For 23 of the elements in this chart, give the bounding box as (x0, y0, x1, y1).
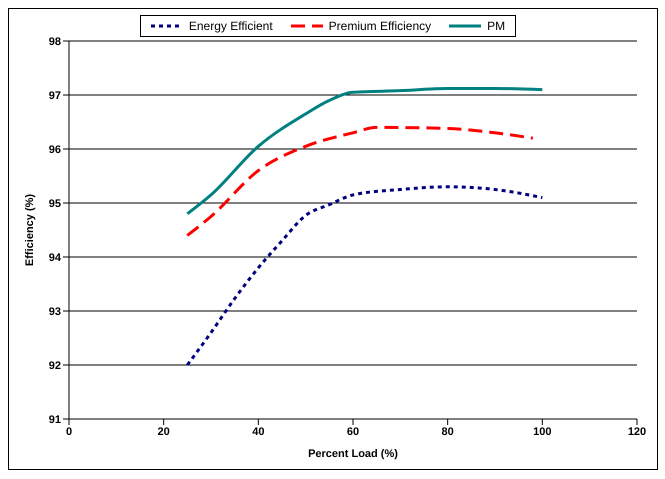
line-series (186, 185, 544, 366)
x-tick-label: 40 (252, 426, 264, 438)
y-tick-label: 97 (48, 90, 61, 102)
x-tick-label: 100 (533, 426, 552, 438)
y-tick-label: 95 (48, 198, 61, 210)
y-tick-label: 96 (48, 144, 61, 156)
y-tick-label: 94 (48, 252, 62, 264)
y-tick-label: 93 (48, 306, 61, 318)
x-axis-title: Percent Load (%) (308, 448, 398, 460)
line-series (186, 87, 544, 216)
y-tick-label: 92 (48, 360, 61, 372)
legend-label: PM (487, 19, 506, 33)
legend-label: Premium Efficiency (328, 19, 432, 33)
x-tick-label: 20 (158, 426, 170, 438)
x-tick-label: 60 (346, 426, 360, 438)
legend-label: Energy Efficient (188, 19, 273, 33)
x-tick-label: 120 (628, 426, 646, 438)
line-series (186, 126, 534, 237)
y-tick-label: 91 (48, 414, 61, 426)
y-axis-title: Efficiency (%) (24, 194, 36, 266)
x-tick-label: 80 (442, 426, 454, 438)
y-tick-label: 98 (48, 36, 61, 48)
x-tick-label: 0 (66, 426, 72, 438)
